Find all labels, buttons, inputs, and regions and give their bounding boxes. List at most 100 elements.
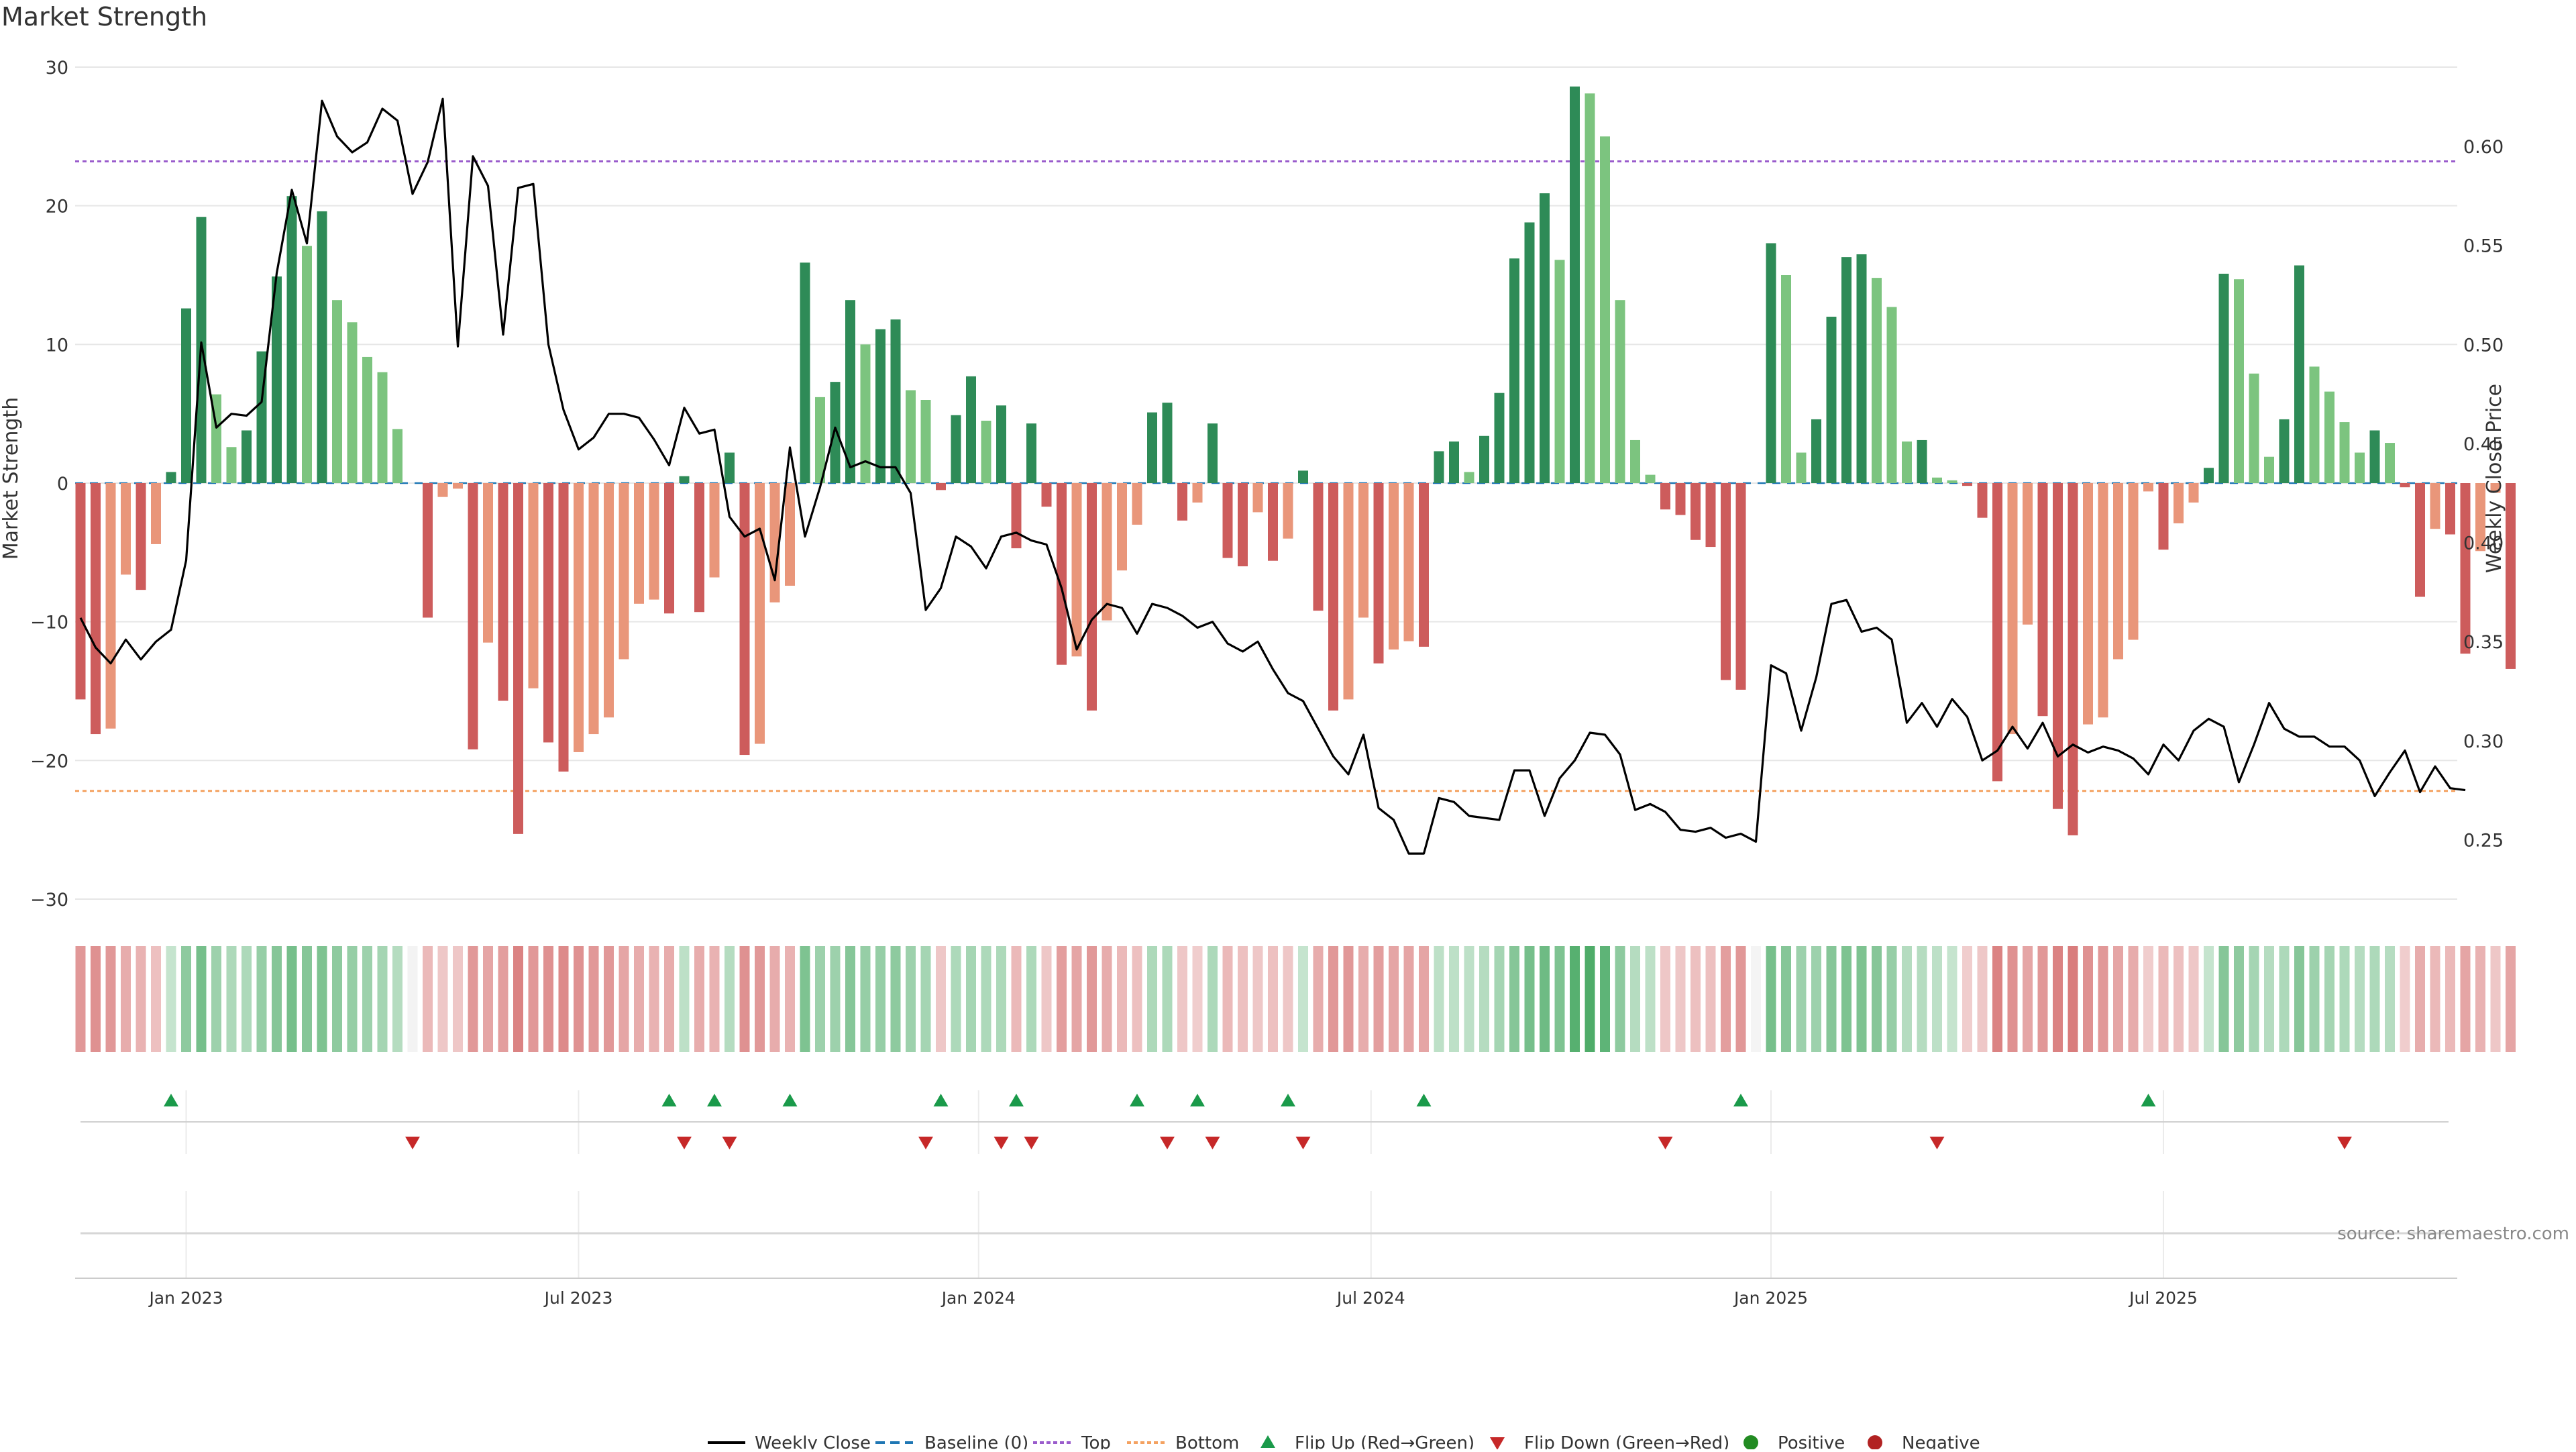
heat-cell (2007, 946, 2018, 1052)
heat-cell (2023, 946, 2033, 1052)
heat-cell (2445, 946, 2455, 1052)
strength-bar (91, 483, 101, 735)
heat-cell (347, 946, 358, 1052)
strength-bar (1252, 483, 1263, 513)
heat-cell (1947, 946, 1957, 1052)
heat-cell (1494, 946, 1505, 1052)
strength-bar (1419, 483, 1429, 647)
heat-cell (634, 946, 644, 1052)
heat-cell (951, 946, 961, 1052)
strength-bar (1464, 472, 1474, 483)
strength-bar (1162, 403, 1173, 483)
strength-bar (332, 300, 342, 483)
heat-cell (2264, 946, 2274, 1052)
heat-cell (2475, 946, 2485, 1052)
heat-cell (226, 946, 237, 1052)
strength-bar (649, 483, 659, 600)
heat-cell (1721, 946, 1731, 1052)
heat-cell (755, 946, 765, 1052)
source-note: source: sharemaestro.com (2337, 1224, 2569, 1244)
heat-cell (2188, 946, 2199, 1052)
strength-bar (2460, 483, 2471, 654)
heat-cell (1585, 946, 1595, 1052)
strength-bar (528, 483, 539, 688)
heat-cell (1826, 946, 1837, 1052)
heat-cell (317, 946, 327, 1052)
flip-up-marker (1416, 1094, 1432, 1106)
y-tick-label-left: −30 (30, 890, 68, 911)
y-tick-label-left: 0 (57, 474, 68, 495)
heat-cell (1977, 946, 1988, 1052)
strength-bar (2506, 483, 2516, 669)
heat-cell (1177, 946, 1187, 1052)
strength-bar (966, 376, 976, 483)
strength-bar (498, 483, 508, 701)
strength-bar (1026, 423, 1036, 483)
strength-bar (1087, 483, 1097, 711)
heat-cell (1298, 946, 1308, 1052)
heat-cell (302, 946, 312, 1052)
strength-bar (634, 483, 644, 604)
strength-bar (1811, 419, 1821, 483)
heat-cell (2249, 946, 2259, 1052)
heat-cell (151, 946, 161, 1052)
strength-bar (1449, 442, 1459, 483)
heat-cell (1026, 946, 1036, 1052)
strength-bar (785, 483, 795, 586)
strength-bar (1192, 483, 1203, 503)
heat-cell (1902, 946, 1912, 1052)
y-tick-label-right: 0.25 (2463, 830, 2504, 851)
strength-bar (2204, 468, 2214, 483)
heat-cell (1630, 946, 1640, 1052)
strength-bar (604, 483, 614, 718)
y-tick-label-right: 0.60 (2463, 137, 2504, 158)
heat-cell (2339, 946, 2350, 1052)
legend-label: Weekly Close (755, 1433, 871, 1449)
strength-bar (75, 483, 86, 700)
x-tick-label: Jul 2023 (543, 1288, 613, 1308)
y-tick-label-left: 20 (46, 197, 68, 217)
strength-bar (1917, 439, 1927, 483)
left-axis: 30 20 10 0 −10 −20 −30 (30, 58, 68, 911)
heat-cell (619, 946, 629, 1052)
strength-bar (2415, 483, 2425, 597)
strength-bar (453, 483, 463, 489)
strength-bar (2158, 483, 2169, 550)
strength-bar (1902, 442, 1912, 483)
strength-bar (2143, 483, 2153, 492)
x-axis: Jan 2023 Jul 2023 Jan 2024 Jul 2024 Jan 2025… (75, 1278, 2457, 1308)
heat-cell (2430, 946, 2440, 1052)
strength-bar (1222, 483, 1233, 558)
strength-bar (2188, 483, 2199, 503)
heat-cell (2234, 946, 2244, 1052)
flip-down-marker (2337, 1137, 2352, 1149)
heat-cell (588, 946, 599, 1052)
heat-cell (1162, 946, 1173, 1052)
heat-cell (1252, 946, 1263, 1052)
heat-cell (528, 946, 539, 1052)
strength-bar (286, 196, 297, 483)
heat-cell (2113, 946, 2123, 1052)
heat-cell (1962, 946, 1972, 1052)
legend-label: Negative (1902, 1433, 1980, 1449)
heat-cell (513, 946, 523, 1052)
heat-cell (1735, 946, 1746, 1052)
strength-bar (1328, 483, 1338, 711)
empty-panel (80, 1191, 2449, 1278)
strength-bar (800, 262, 810, 483)
strength-bar (1132, 483, 1142, 525)
strength-bar (317, 211, 327, 483)
strength-bar (1509, 258, 1519, 483)
strength-bar (1721, 483, 1731, 680)
heat-cell (2324, 946, 2334, 1052)
strength-bar (2098, 483, 2108, 718)
legend-swatch (1868, 1435, 1882, 1450)
heat-cell (649, 946, 659, 1052)
flip-down-marker (1160, 1137, 1175, 1149)
strength-bar (2294, 265, 2304, 483)
heat-cell (105, 946, 116, 1052)
heat-cell (875, 946, 885, 1052)
strength-bar (1600, 136, 1610, 484)
heat-cell (121, 946, 131, 1052)
